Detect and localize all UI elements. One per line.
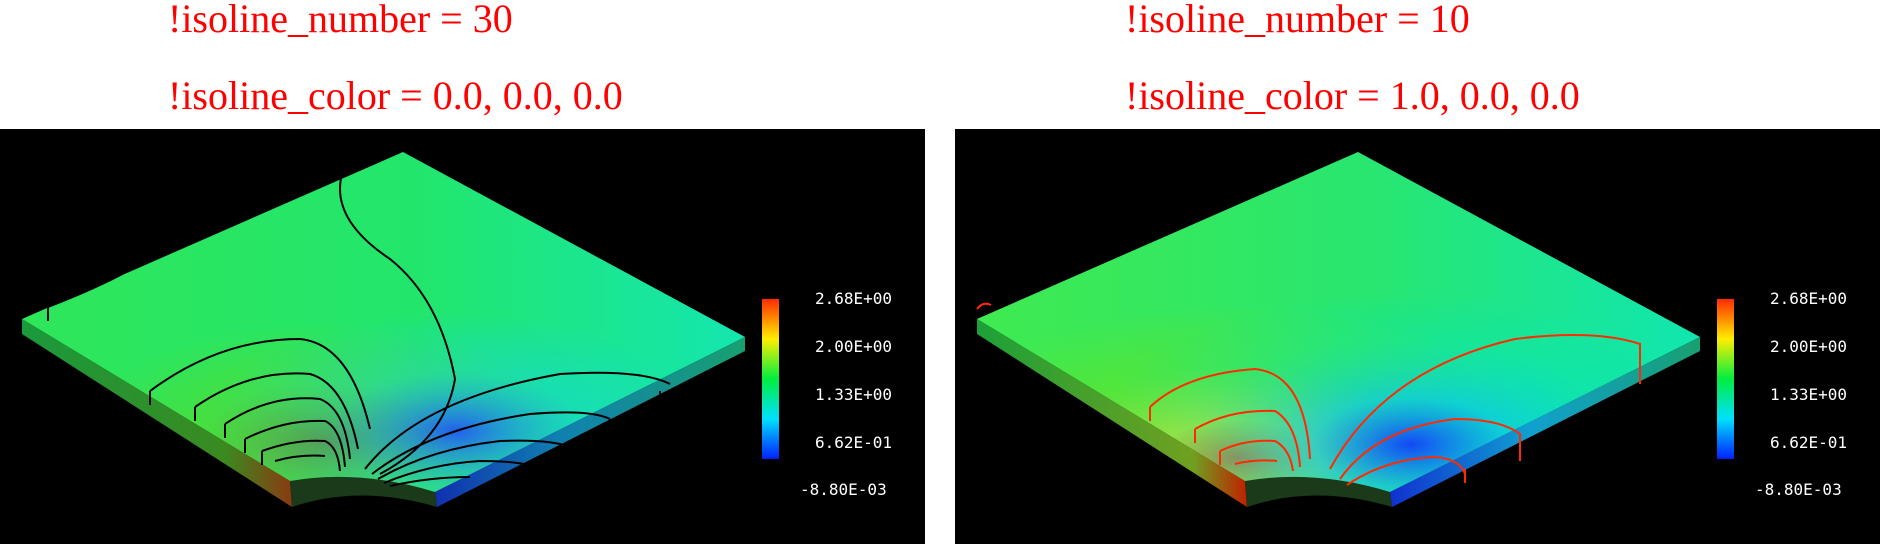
left-colorbar-label-3: 6.62E-01 (815, 433, 892, 452)
right-colorbar-label-3: 6.62E-01 (1770, 433, 1847, 452)
left-colorbar (762, 299, 779, 459)
left-render-panel: 2.68E+00 2.00E+00 1.33E+00 6.62E-01 -8.8… (0, 129, 925, 544)
left-colorbar-label-1: 2.00E+00 (815, 337, 892, 356)
right-colorbar-label-4: -8.80E-03 (1755, 480, 1842, 499)
right-render-panel: 2.68E+00 2.00E+00 1.33E+00 6.62E-01 -8.8… (955, 129, 1880, 544)
right-plate-side-left (977, 319, 1247, 507)
right-caption-isoline-color: !isoline_color = 1.0, 0.0, 0.0 (1125, 73, 1580, 118)
right-caption-isoline-number: !isoline_number = 10 (1125, 0, 1470, 41)
right-hole-wall (1245, 476, 1392, 507)
left-colorbar-label-4: -8.80E-03 (800, 480, 887, 499)
right-colorbar-label-0: 2.68E+00 (1770, 289, 1847, 308)
left-isolines (47, 173, 671, 487)
right-colorbar-label-2: 1.33E+00 (1770, 385, 1847, 404)
left-plate-side-left (22, 319, 292, 507)
left-colorbar-label-2: 1.33E+00 (815, 385, 892, 404)
right-isolines (976, 302, 1641, 486)
right-plot-svg: 2.68E+00 2.00E+00 1.33E+00 6.62E-01 -8.8… (976, 152, 1847, 507)
right-colorbar (1717, 299, 1734, 459)
left-colorbar-label-0: 2.68E+00 (815, 289, 892, 308)
left-plate-side-right (435, 337, 745, 507)
right-colorbar-label-1: 2.00E+00 (1770, 337, 1847, 356)
left-caption-isoline-number: !isoline_number = 30 (168, 0, 513, 41)
left-caption-isoline-color: !isoline_color = 0.0, 0.0, 0.0 (168, 73, 623, 118)
right-plate-side-right (1390, 337, 1700, 507)
left-plot-svg: 2.68E+00 2.00E+00 1.33E+00 6.62E-01 -8.8… (22, 152, 892, 507)
